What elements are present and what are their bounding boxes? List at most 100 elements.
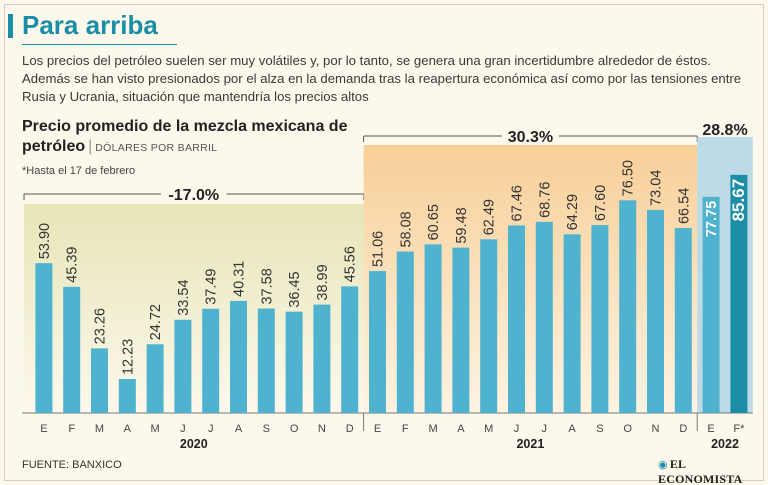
data-label: 59.48	[454, 207, 470, 243]
bar	[452, 247, 470, 413]
data-label: 73.04	[649, 170, 665, 206]
logo-text: EL ECONOMISTA	[658, 457, 743, 485]
bar	[563, 234, 581, 413]
data-label: 38.99	[315, 264, 331, 300]
data-label: 40.31	[232, 261, 248, 297]
month-tick-label: D	[679, 423, 687, 435]
month-tick-label: A	[457, 423, 465, 435]
change-label-2021: 30.3%	[508, 129, 553, 146]
month-tick-label: A	[235, 423, 243, 435]
bar	[174, 319, 192, 413]
publisher-logo: ◉ EL ECONOMISTA	[658, 457, 768, 485]
bar	[396, 251, 414, 413]
data-label: 64.29	[565, 194, 581, 230]
month-tick-label: N	[318, 423, 326, 435]
panel-2020	[24, 204, 364, 413]
month-tick-label: M	[95, 423, 104, 435]
footnote: *Hasta el 17 de febrero	[22, 165, 136, 177]
month-tick-label: J	[542, 423, 548, 435]
month-tick-label: A	[568, 423, 576, 435]
intro-paragraph: Los precios del petróleo suelen ser muy …	[22, 53, 742, 104]
bar	[146, 344, 164, 413]
bar	[508, 225, 525, 413]
data-label: 53.90	[37, 223, 53, 259]
month-tick-label: M	[151, 423, 160, 435]
headline-rule	[22, 44, 177, 45]
data-label: 60.65	[426, 204, 442, 240]
change-label-2022: 28.8%	[702, 122, 747, 139]
month-tick-label: J	[180, 423, 186, 435]
bar	[202, 308, 220, 413]
panel-2021	[363, 145, 698, 413]
data-label: 77.75	[704, 201, 720, 237]
bar	[313, 304, 331, 413]
month-tick-label: E	[40, 423, 47, 435]
bar	[424, 244, 442, 413]
data-label: 36.45	[287, 271, 303, 307]
data-label: 76.50	[621, 160, 637, 196]
data-label: 12.23	[120, 339, 136, 375]
bar	[619, 200, 637, 413]
month-tick-label: F*	[733, 423, 745, 435]
title-separator: |	[88, 138, 93, 155]
month-tick-label: A	[124, 423, 132, 435]
bar	[118, 379, 136, 413]
month-tick-label: S	[263, 423, 270, 435]
bar	[63, 286, 81, 413]
data-label: 68.76	[537, 182, 553, 218]
data-label: 23.26	[93, 308, 109, 344]
bar	[230, 300, 247, 413]
month-tick-label: O	[623, 423, 632, 435]
month-tick-label: O	[290, 423, 299, 435]
month-tick-label: E	[374, 423, 381, 435]
month-tick-label: S	[596, 423, 603, 435]
chart-title: Precio promedio de la mezcla mexicana de…	[22, 117, 352, 158]
bar	[91, 348, 108, 413]
chart-title-text: Precio promedio de la mezcla mexicana de…	[22, 118, 348, 155]
data-label: 33.54	[176, 279, 192, 315]
bar	[591, 225, 609, 413]
year-label-2022: 2022	[711, 437, 739, 451]
logo-mark-icon: ◉	[658, 459, 668, 471]
bar	[647, 209, 664, 413]
data-label: 67.60	[593, 185, 609, 221]
month-tick-label: M	[429, 423, 438, 435]
data-label: 66.54	[676, 188, 692, 224]
bar	[35, 263, 53, 413]
bar	[702, 196, 720, 413]
data-label: 45.56	[343, 246, 359, 282]
data-label: 85.67	[729, 179, 748, 222]
month-tick-label: D	[346, 423, 354, 435]
year-label-2021: 2021	[516, 437, 544, 451]
data-label: 58.08	[398, 211, 414, 247]
change-label-2020: -17.0%	[168, 187, 219, 204]
data-label: 37.58	[259, 268, 275, 304]
bar	[369, 271, 386, 413]
month-tick-label: F	[68, 423, 75, 435]
data-label: 51.06	[371, 231, 387, 267]
infographic-frame	[4, 4, 764, 481]
month-tick-label: M	[484, 423, 493, 435]
bar	[674, 228, 692, 413]
bar	[341, 286, 359, 413]
data-label: 45.39	[65, 247, 81, 283]
source-note: FUENTE: BANXICO	[22, 459, 122, 471]
bar	[257, 308, 275, 413]
data-label: 24.72	[148, 304, 164, 340]
bar	[480, 239, 498, 413]
data-label: 37.49	[204, 268, 220, 304]
month-tick-label: F	[402, 423, 409, 435]
data-label: 62.49	[482, 199, 498, 235]
year-label-2020: 2020	[180, 437, 208, 451]
bar	[535, 221, 553, 413]
chart-subtitle: DÓLARES POR BARRIL	[95, 142, 218, 154]
month-tick-label: E	[707, 423, 714, 435]
bar	[285, 311, 303, 413]
bar	[730, 174, 748, 413]
month-tick-label: N	[652, 423, 660, 435]
data-label: 67.46	[510, 185, 526, 221]
headline-accent	[8, 14, 13, 38]
headline: Para arriba	[22, 10, 158, 40]
month-tick-label: J	[208, 423, 214, 435]
